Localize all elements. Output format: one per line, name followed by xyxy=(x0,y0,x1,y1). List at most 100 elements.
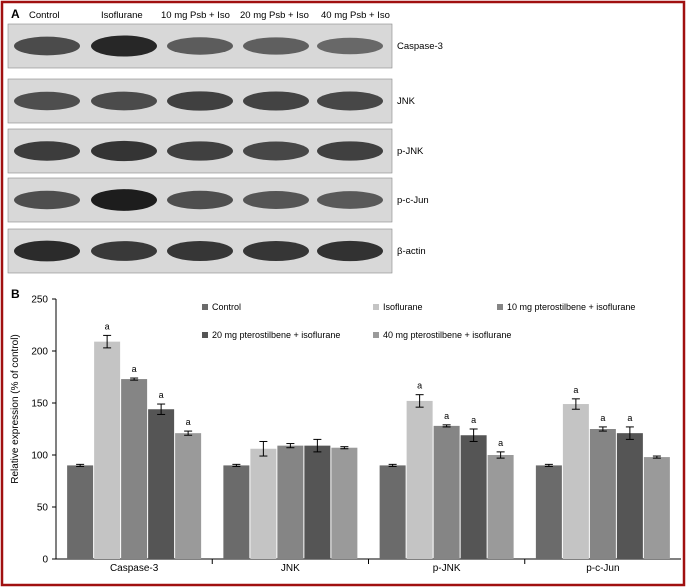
x-tick-label: p-c-Jun xyxy=(586,563,619,574)
lane-label: 40 mg Psb + Iso xyxy=(321,10,390,21)
legend-label: 10 mg pterostilbene + isoflurane xyxy=(507,302,635,312)
significance-label: a xyxy=(498,438,503,448)
legend-item: 40 mg pterostilbene + isoflurane xyxy=(373,330,511,340)
bar xyxy=(175,433,202,559)
blot-band xyxy=(243,37,309,55)
blot-band xyxy=(317,191,383,209)
blot-band xyxy=(243,91,309,111)
bar xyxy=(331,447,358,559)
y-tick-label: 250 xyxy=(31,295,48,306)
blot-band xyxy=(243,191,309,209)
significance-label: a xyxy=(471,415,476,425)
legend-swatch xyxy=(202,304,208,310)
significance-label: a xyxy=(600,413,605,423)
lane-label: 20 mg Psb + Iso xyxy=(240,10,309,21)
bar xyxy=(562,404,589,559)
blot-band xyxy=(317,91,383,111)
blot-band xyxy=(14,36,80,56)
legend-swatch xyxy=(373,304,379,310)
panel-a-label: A xyxy=(11,7,20,21)
y-tick-label: 100 xyxy=(31,451,48,462)
x-tick-label: JNK xyxy=(281,563,300,574)
legend-swatch xyxy=(373,332,379,338)
blot-band xyxy=(317,141,383,161)
chart-bars: a a a a a a a a a a a xyxy=(67,321,670,559)
blot-band xyxy=(167,37,233,55)
blot-band xyxy=(14,240,80,262)
bar xyxy=(643,457,670,559)
legend-item: Isoflurane xyxy=(373,302,423,312)
y-axis-label: Relative expression (% of control) xyxy=(10,334,21,484)
blot-row: p-JNK xyxy=(7,128,424,174)
blot-label: β-actin xyxy=(397,246,426,257)
blot-row: Caspase-3 xyxy=(7,23,443,69)
blot-band xyxy=(317,37,383,55)
legend-label: Control xyxy=(212,302,241,312)
bar xyxy=(589,429,616,559)
blot-band xyxy=(14,141,80,161)
blot-band xyxy=(91,241,157,261)
lane-label: Control xyxy=(29,10,60,21)
blot-row: p-c-Jun xyxy=(7,177,429,223)
blot-band xyxy=(167,141,233,161)
x-tick-label: p-JNK xyxy=(433,563,461,574)
bar xyxy=(148,409,175,559)
blot-row: β-actin xyxy=(7,228,426,274)
bar xyxy=(94,341,121,559)
bar xyxy=(223,465,250,559)
bar xyxy=(535,465,562,559)
blot-rows: Caspase-3 JNK p-JNK p-c-Jun β-actin xyxy=(7,23,443,274)
blot-band xyxy=(243,240,309,262)
blot-label: JNK xyxy=(397,96,416,107)
lane-labels: Control Isoflurane 10 mg Psb + Iso 20 mg Ps… xyxy=(29,10,390,21)
blot-band xyxy=(317,240,383,262)
chart-legend: Control Isoflurane 10 mg pterostilbene + i… xyxy=(202,302,635,340)
x-tick-label: Caspase-3 xyxy=(110,563,159,574)
blot-band xyxy=(167,91,233,111)
blot-band xyxy=(243,141,309,161)
legend-item: 20 mg pterostilbene + isoflurane xyxy=(202,330,340,340)
bar xyxy=(250,448,277,559)
significance-label: a xyxy=(132,364,137,374)
bar xyxy=(121,379,148,559)
bar xyxy=(460,435,487,559)
blot-label: p-c-Jun xyxy=(397,195,429,206)
blot-label: p-JNK xyxy=(397,146,424,157)
bar xyxy=(406,400,433,559)
bar xyxy=(67,465,94,559)
blot-band xyxy=(91,189,157,211)
y-tick-label: 0 xyxy=(42,555,48,566)
blot-label: Caspase-3 xyxy=(397,41,443,52)
bar xyxy=(616,433,643,559)
y-tick-label: 150 xyxy=(31,399,48,410)
lane-label: 10 mg Psb + Iso xyxy=(161,10,230,21)
blot-band xyxy=(167,190,233,210)
legend-label: 40 mg pterostilbene + isoflurane xyxy=(383,330,511,340)
significance-label: a xyxy=(627,413,632,423)
panel-b-label: B xyxy=(11,287,20,301)
legend-swatch xyxy=(497,304,503,310)
significance-label: a xyxy=(105,321,110,331)
significance-label: a xyxy=(573,385,578,395)
blot-band xyxy=(167,240,233,262)
blot-band xyxy=(91,91,157,111)
bar xyxy=(487,455,514,559)
bar xyxy=(379,465,406,559)
blot-band xyxy=(91,140,157,162)
bar xyxy=(277,445,304,559)
blot-band xyxy=(91,35,157,57)
blot-band xyxy=(14,190,80,210)
legend-swatch xyxy=(202,332,208,338)
blot-row: JNK xyxy=(7,78,416,124)
y-tick-label: 50 xyxy=(37,503,49,514)
significance-label: a xyxy=(444,411,449,421)
bar xyxy=(433,425,460,559)
legend-item: 10 mg pterostilbene + isoflurane xyxy=(497,302,635,312)
bar xyxy=(304,445,331,559)
significance-label: a xyxy=(159,390,164,400)
legend-label: 20 mg pterostilbene + isoflurane xyxy=(212,330,340,340)
y-tick-label: 200 xyxy=(31,347,48,358)
significance-label: a xyxy=(186,417,191,427)
blot-band xyxy=(14,91,80,111)
